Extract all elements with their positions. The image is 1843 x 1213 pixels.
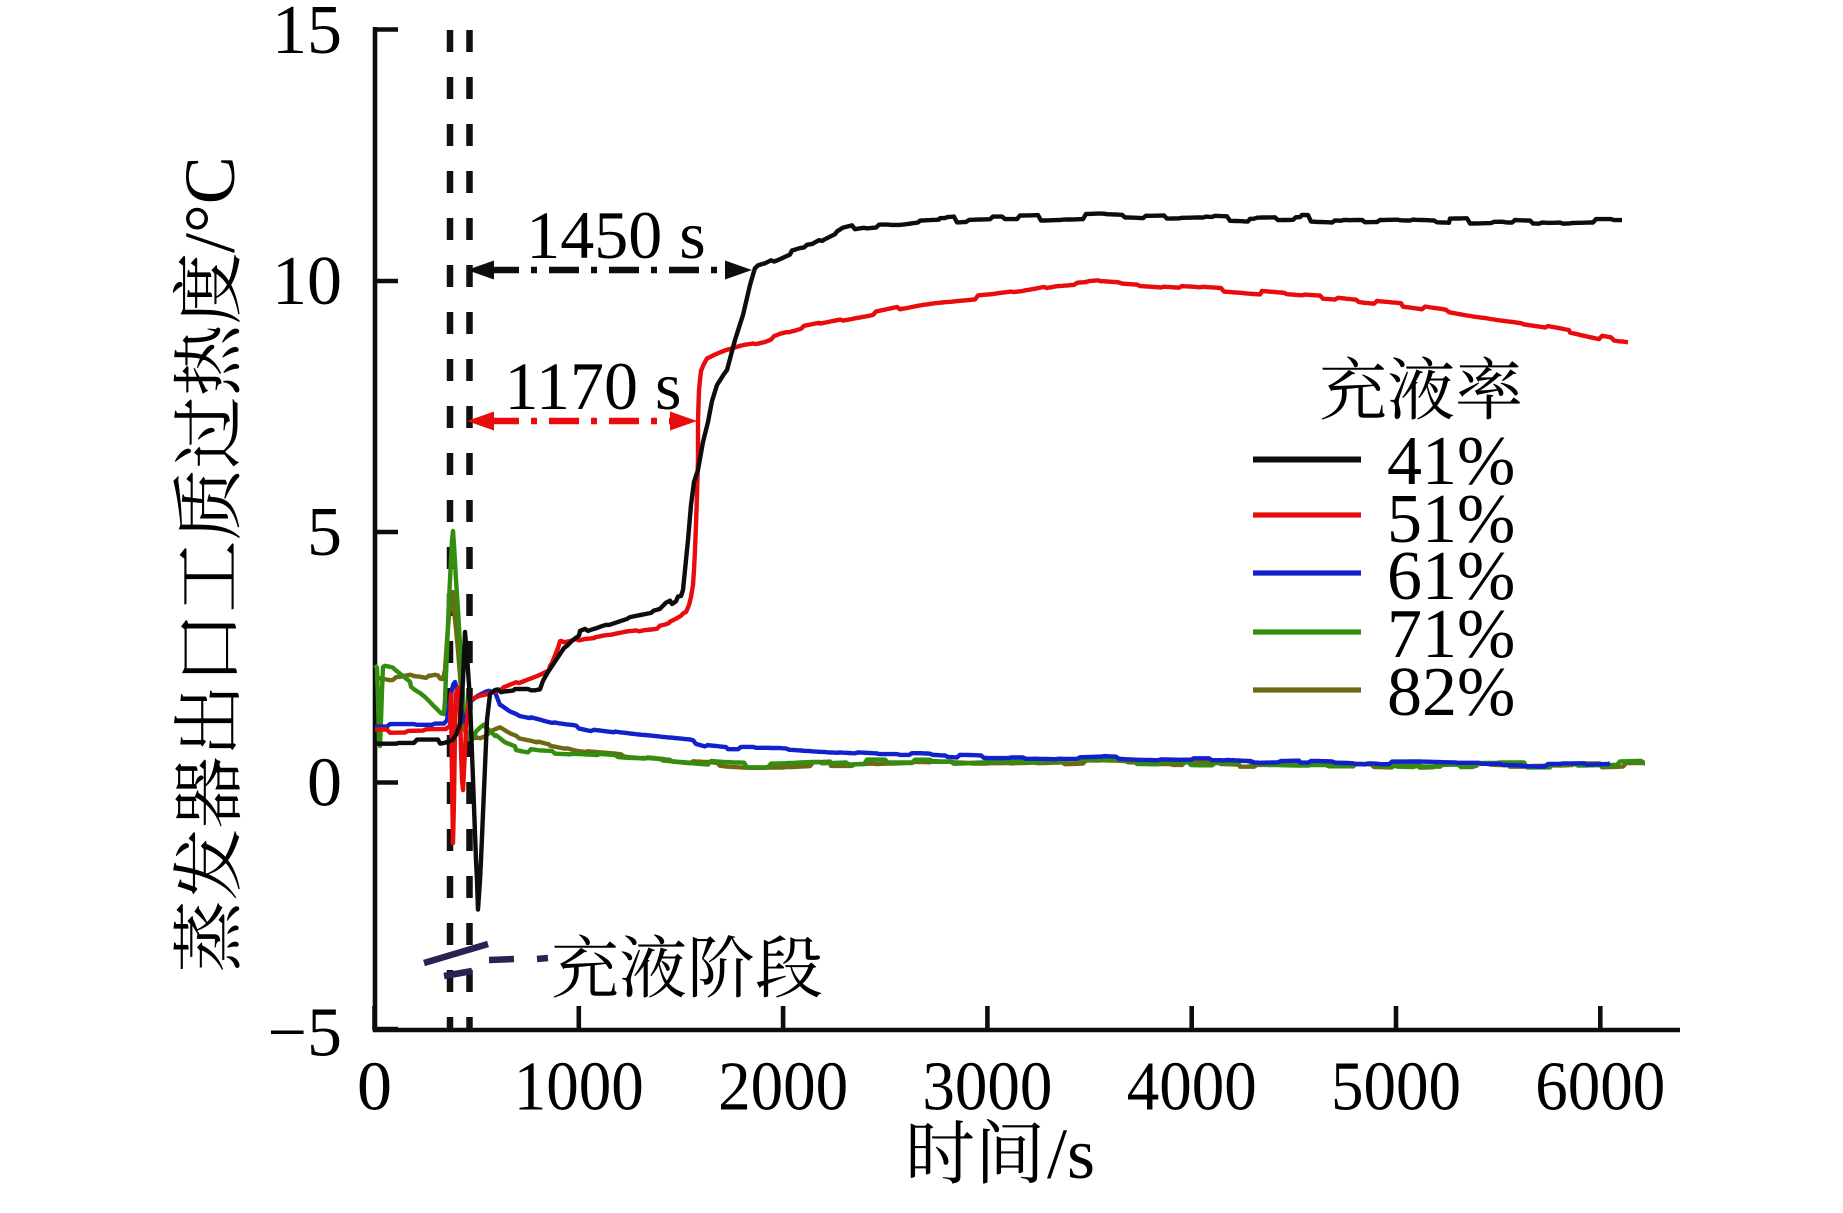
svg-text:0: 0 [357, 1049, 392, 1126]
svg-text:1450 s: 1450 s [526, 197, 705, 273]
svg-text:61%: 61% [1387, 538, 1515, 615]
svg-text:−5: −5 [268, 995, 342, 1072]
svg-text:4000: 4000 [1127, 1049, 1257, 1126]
svg-text:15: 15 [272, 0, 342, 69]
svg-text:2000: 2000 [718, 1049, 848, 1126]
svg-text:5: 5 [307, 494, 342, 571]
svg-text:1000: 1000 [514, 1049, 644, 1126]
svg-text:51%: 51% [1387, 481, 1515, 558]
svg-text:/s: /s [1047, 1114, 1095, 1194]
svg-text:1170 s: 1170 s [505, 348, 682, 424]
svg-text:0: 0 [307, 745, 342, 822]
svg-text:3000: 3000 [922, 1049, 1052, 1126]
svg-text:71%: 71% [1387, 596, 1515, 673]
svg-text:6000: 6000 [1535, 1049, 1665, 1126]
svg-text:/°C: /°C [170, 156, 250, 253]
svg-text:10: 10 [272, 243, 342, 320]
svg-text:41%: 41% [1387, 423, 1515, 500]
svg-text:82%: 82% [1387, 654, 1515, 731]
svg-text:5000: 5000 [1331, 1049, 1461, 1126]
